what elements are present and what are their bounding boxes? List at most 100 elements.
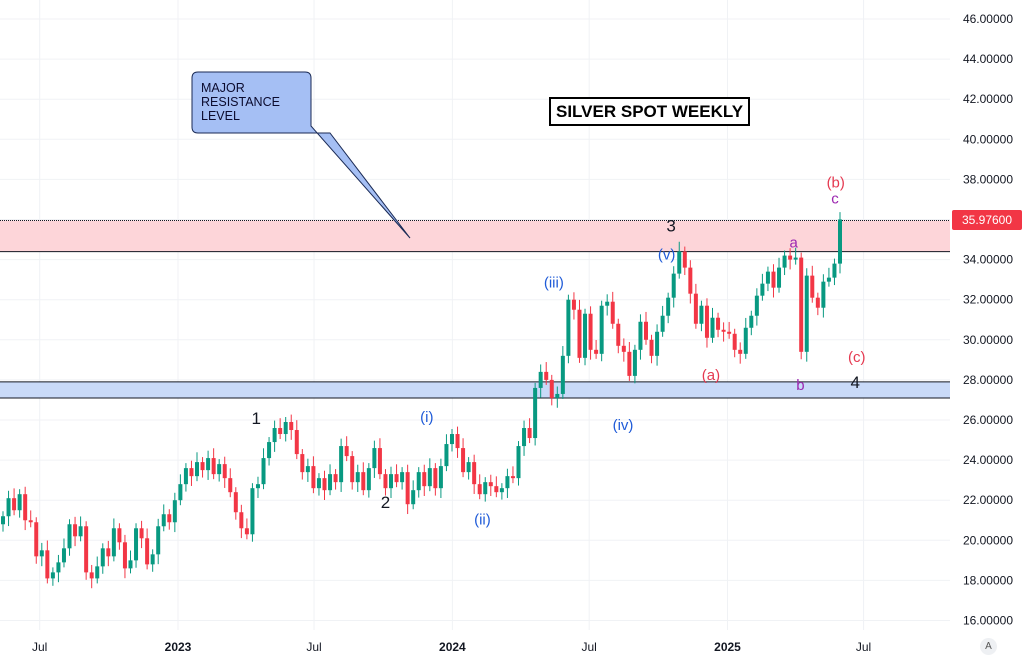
candle <box>499 483 504 500</box>
candle <box>560 346 565 399</box>
candle-body <box>688 267 693 294</box>
candle-body <box>449 434 454 445</box>
zones <box>0 220 950 399</box>
candle <box>688 260 693 304</box>
candle <box>488 474 493 496</box>
y-tick-label: 44.00000 <box>963 52 1013 66</box>
wave-label: (iii) <box>544 275 564 292</box>
candle-body <box>6 498 11 517</box>
x-tick-label: 2023 <box>165 640 192 654</box>
wave-label: a <box>789 235 798 252</box>
candle-body <box>67 524 72 549</box>
candle-body <box>427 468 432 487</box>
y-tick-label: 46.00000 <box>963 12 1013 26</box>
candle <box>167 509 172 530</box>
candle <box>372 440 377 478</box>
candle <box>278 418 283 440</box>
candle-body <box>1 516 5 525</box>
candle-body <box>344 446 349 457</box>
candle-body <box>416 472 421 491</box>
candle-body <box>339 446 344 483</box>
candle-body <box>472 462 477 485</box>
candle-body <box>394 474 399 483</box>
candle <box>206 450 211 480</box>
candle-body <box>200 462 205 471</box>
auto-scale-button[interactable]: A <box>980 638 997 655</box>
candle-body <box>189 468 194 477</box>
candle-body <box>782 255 787 268</box>
candle <box>305 458 310 482</box>
y-tick-label: 20.00000 <box>963 533 1013 547</box>
candle-body <box>206 458 211 471</box>
candle <box>472 454 477 494</box>
candle <box>117 523 122 550</box>
candle <box>250 483 255 542</box>
candle-body <box>577 309 582 358</box>
candle <box>195 452 200 482</box>
candle <box>6 490 11 527</box>
candle <box>449 429 454 452</box>
candle <box>122 534 127 579</box>
candle <box>89 564 94 589</box>
candle <box>549 374 554 406</box>
candle-body <box>732 333 737 350</box>
y-tick-label: 24.00000 <box>963 453 1013 467</box>
candle <box>732 328 737 358</box>
candle-body <box>100 548 105 567</box>
candle <box>289 414 294 440</box>
candle-body <box>400 472 405 483</box>
candle-body <box>411 490 416 505</box>
candle <box>599 300 604 362</box>
candles <box>1 212 842 589</box>
candle-body <box>217 464 222 475</box>
candle <box>366 463 371 498</box>
candle-body <box>527 428 532 439</box>
candle <box>533 382 538 446</box>
candle-body <box>749 315 754 328</box>
candle <box>328 464 333 496</box>
candle <box>23 486 28 531</box>
candle-body <box>34 522 39 557</box>
candle <box>377 438 382 480</box>
candle-body <box>355 472 360 483</box>
x-tick-label: Jul <box>306 640 321 654</box>
y-tick-label: 30.00000 <box>963 333 1013 347</box>
candle <box>621 338 626 362</box>
candle-body <box>255 484 260 489</box>
candle <box>594 340 599 359</box>
candle-body <box>239 512 244 529</box>
candle-body <box>721 329 726 332</box>
candle <box>433 463 438 496</box>
candle-body <box>422 472 427 487</box>
callout-bubble <box>191 71 411 239</box>
candle-body <box>666 297 671 316</box>
candle-body <box>195 462 200 477</box>
wave-label: (i) <box>420 409 433 426</box>
candle <box>134 523 139 568</box>
candle <box>632 344 637 384</box>
candle <box>483 477 488 502</box>
candle-body <box>73 524 78 537</box>
candle <box>627 342 632 381</box>
candle-body <box>95 566 100 579</box>
grid <box>0 0 950 630</box>
candle-body <box>516 446 521 479</box>
candle <box>666 292 671 324</box>
wave-label: 3 <box>666 217 675 236</box>
candle <box>316 473 321 496</box>
candle-body <box>455 434 460 449</box>
candle <box>427 458 432 492</box>
candle <box>56 554 61 583</box>
wave-label: (iv) <box>613 417 634 434</box>
candle <box>754 288 759 326</box>
candle-body <box>505 476 510 489</box>
wave-label: c <box>831 190 839 207</box>
candle <box>300 449 305 480</box>
candle-body <box>261 458 266 485</box>
candle-body <box>134 528 139 561</box>
y-tick-label: 32.00000 <box>963 293 1013 307</box>
y-tick-label: 40.00000 <box>963 132 1013 146</box>
candle-body <box>150 554 155 565</box>
candle <box>760 273 765 301</box>
candle-body <box>799 257 804 352</box>
